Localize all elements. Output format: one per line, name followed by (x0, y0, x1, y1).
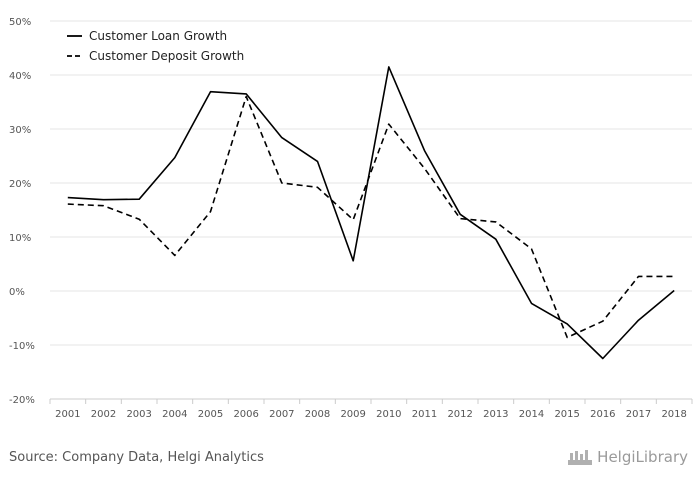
y-tick-label: 50% (9, 17, 31, 28)
x-axis-ticks: 2001 2002 2003 2004 2005 2006 2007 2008 2009 2010… (49, 398, 693, 420)
x-tick-label: 2018 (661, 409, 686, 420)
x-tick-label: 2004 (162, 409, 187, 420)
source-note: Source: Company Data, Helgi Analytics (9, 450, 264, 465)
brand-logo: HelgiLibrary (567, 448, 688, 466)
x-tick-label: 2003 (126, 409, 151, 420)
legend-label: Customer Loan Growth (89, 29, 227, 43)
brand-name: HelgiLibrary (597, 448, 688, 466)
x-tick-label: 2009 (340, 409, 365, 420)
x-tick-label: 2001 (55, 409, 80, 420)
x-tick-label: 2005 (198, 409, 223, 420)
x-tick-label: 2016 (590, 409, 615, 420)
y-tick-label: 40% (9, 71, 31, 82)
y-tick-label: -20% (9, 395, 35, 406)
x-tick-label: 2012 (447, 409, 472, 420)
y-tick-label: 0% (9, 287, 25, 298)
y-tick-label: -10% (9, 341, 35, 352)
y-tick-label: 10% (9, 233, 31, 244)
series-line-1 (67, 95, 675, 339)
x-tick-label: 2008 (305, 409, 330, 420)
series-line-0 (67, 66, 675, 360)
x-tick-label: 2006 (233, 409, 258, 420)
x-tick-label: 2002 (91, 409, 116, 420)
y-tick-label: 20% (9, 179, 31, 190)
y-axis-ticks: -20% -10% 0% 10% 20% 30% 40% 50% (9, 17, 35, 406)
legend: Customer Loan Growth Customer Deposit Gro… (67, 29, 244, 63)
x-tick-label: 2015 (554, 409, 579, 420)
x-tick-label: 2011 (412, 409, 437, 420)
x-tick-label: 2014 (519, 409, 544, 420)
x-tick-label: 2007 (269, 409, 294, 420)
x-tick-label: 2013 (483, 409, 508, 420)
x-tick-label: 2010 (376, 409, 401, 420)
grid-lines (50, 20, 692, 400)
x-tick-label: 2017 (626, 409, 651, 420)
y-tick-label: 30% (9, 125, 31, 136)
series-lines (67, 66, 675, 360)
library-icon (568, 450, 593, 465)
legend-label: Customer Deposit Growth (89, 49, 244, 63)
